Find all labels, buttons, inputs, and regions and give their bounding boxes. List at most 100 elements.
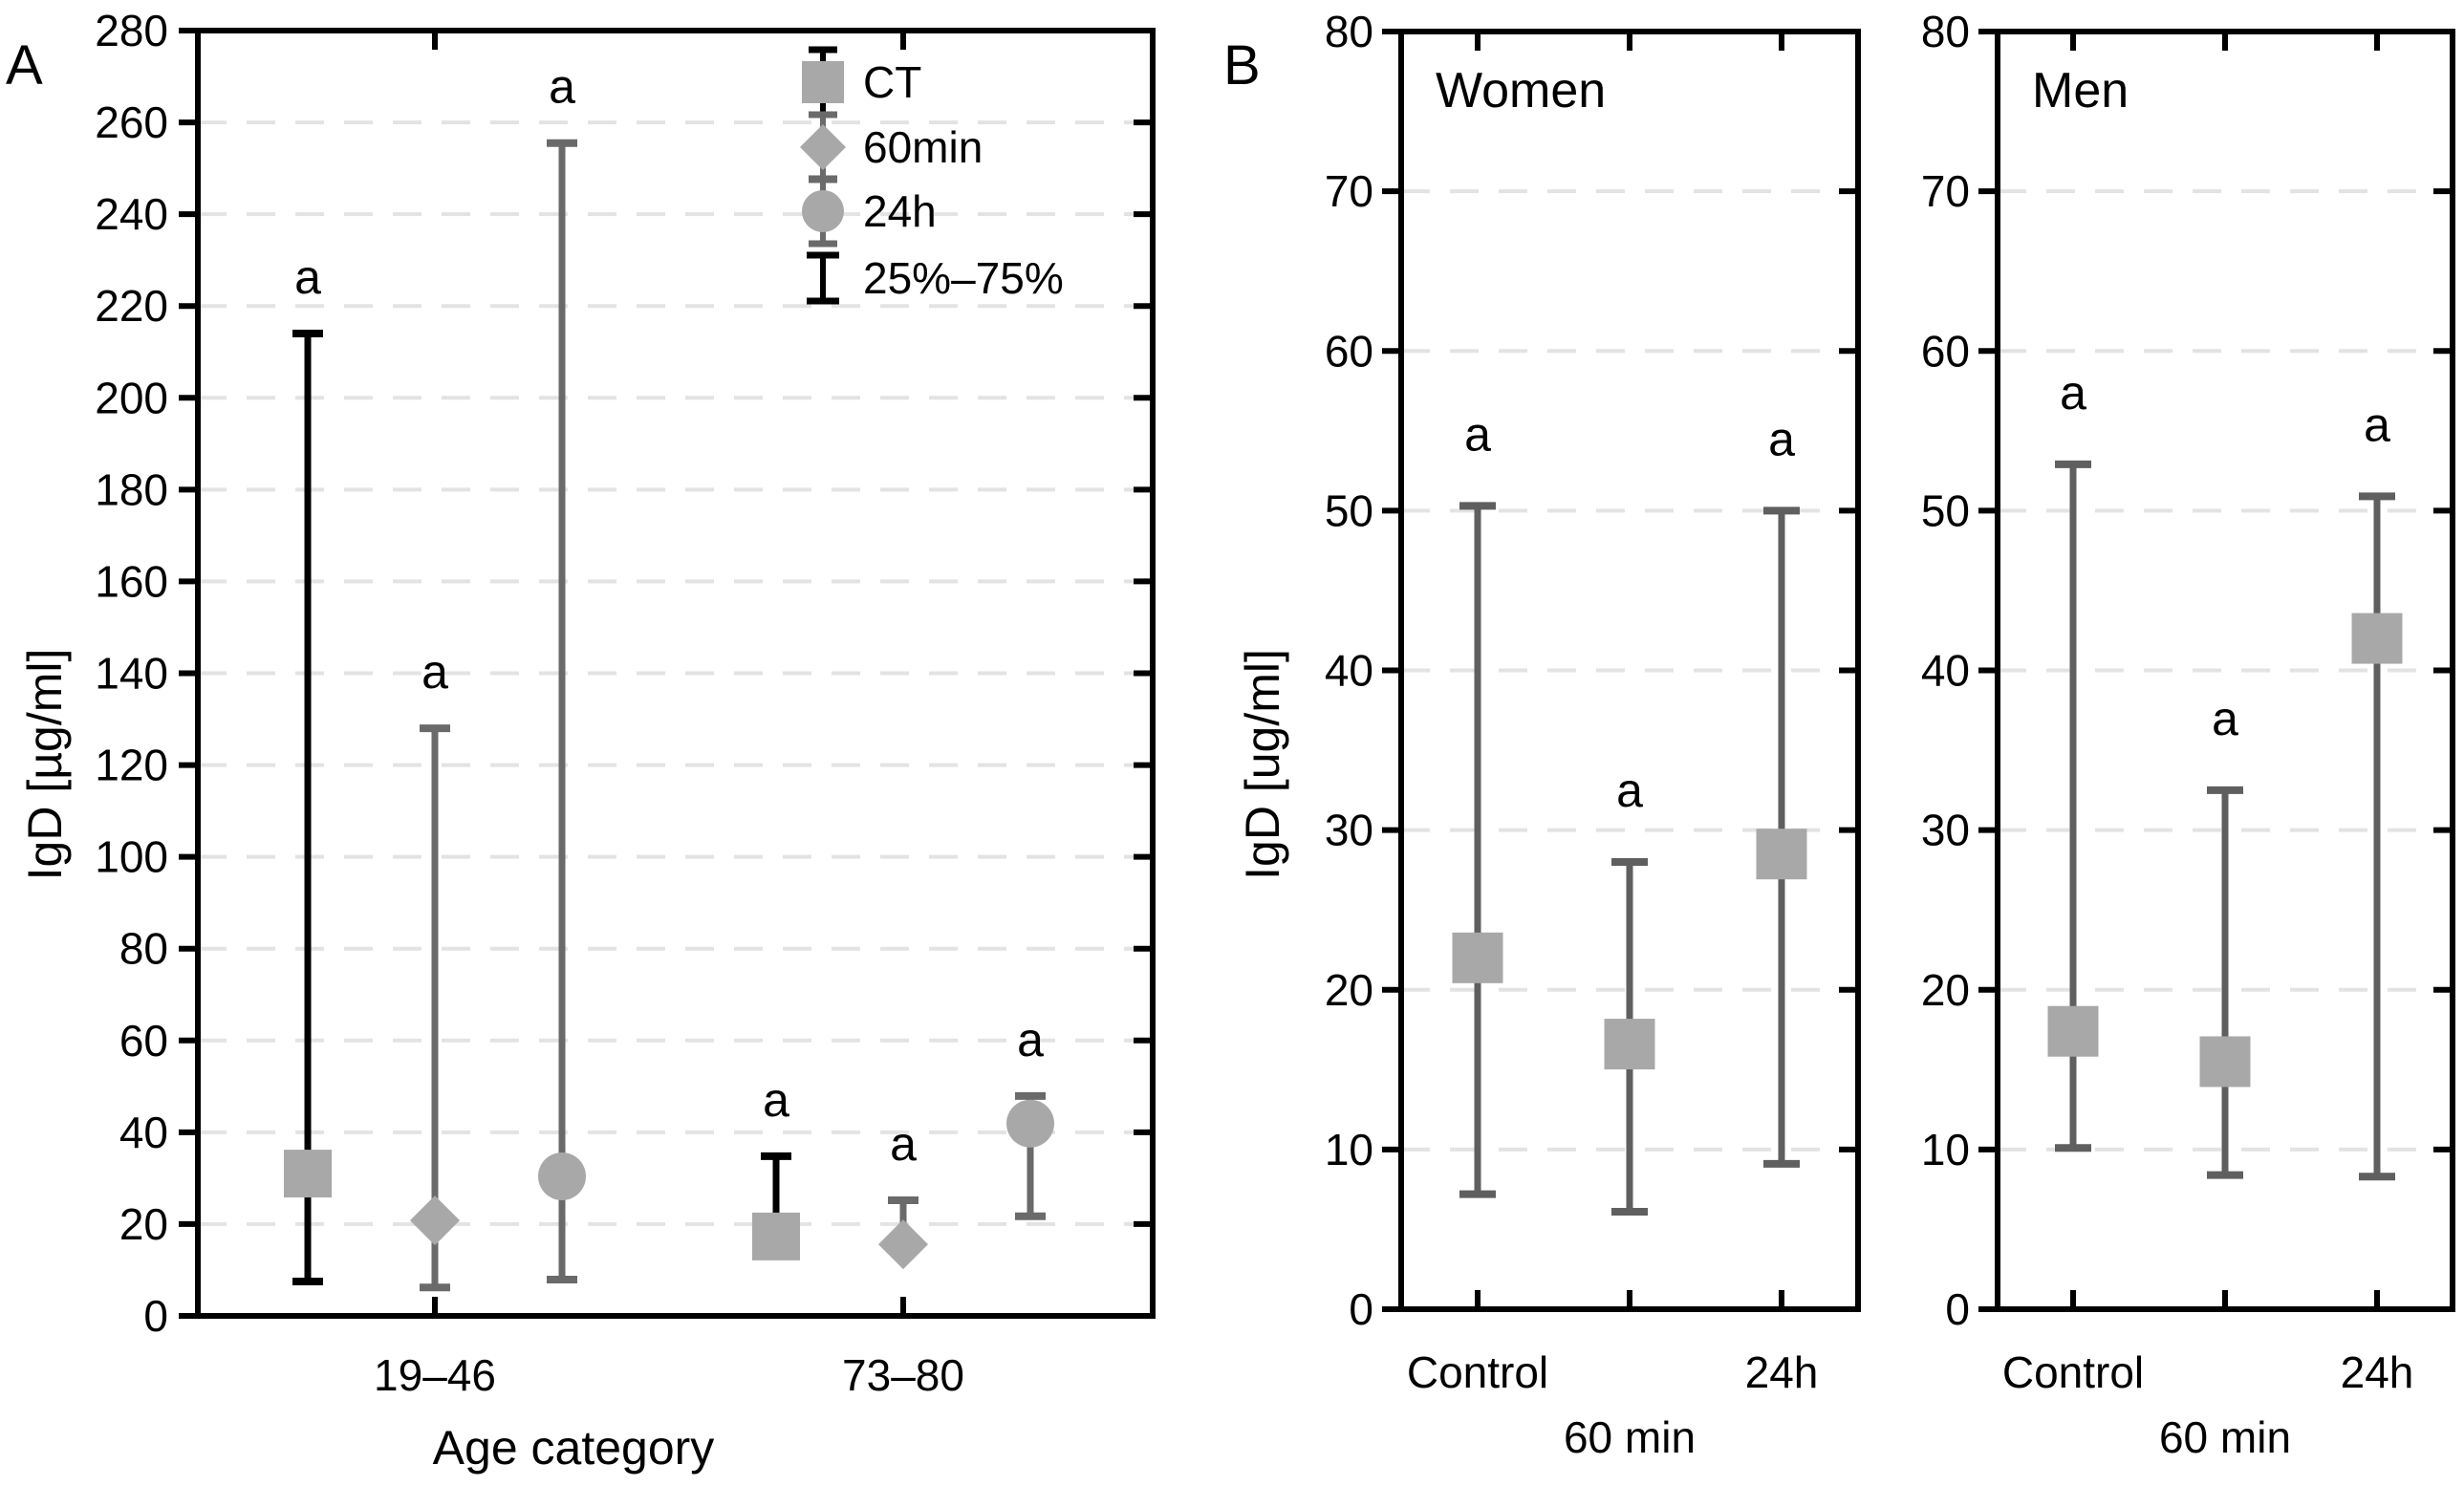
ytick-label: 180 (95, 464, 168, 514)
datapoint-CT-1: a (2199, 692, 2251, 1179)
median-marker-diamond (410, 1195, 460, 1246)
ytick-label: 20 (1921, 965, 1970, 1015)
significance-letter: a (2212, 692, 2238, 745)
ytick-label: 50 (1325, 485, 1373, 535)
legend-label: 25%–75% (863, 253, 1064, 303)
legend-marker-circle (802, 190, 844, 232)
legend-item-circle: 24h (802, 175, 937, 248)
ytick-label: 40 (1325, 646, 1373, 696)
ytick-label: 50 (1921, 485, 1970, 535)
ytick-label: 20 (119, 1199, 168, 1249)
significance-letter: a (890, 1117, 917, 1171)
xtick-label: 73–80 (842, 1350, 964, 1400)
significance-letter: a (549, 60, 575, 114)
xtick-label: 24h (2341, 1347, 2414, 1397)
significance-letter: a (2364, 398, 2390, 451)
legend-label: 60min (863, 122, 983, 172)
ytick-label: 60 (1921, 326, 1970, 376)
significance-letter: a (1464, 407, 1491, 461)
panel-men: a a a 0 10 20 30 40 50 60 70 80 Control 60 min 24h Men (1921, 7, 2455, 1462)
legend-item-whisker: 25%–75% (807, 251, 1064, 305)
median-marker-circle (1006, 1099, 1054, 1148)
ytick-label: 120 (95, 741, 168, 790)
significance-letter: a (1017, 1013, 1044, 1066)
legend-label: 24h (863, 186, 937, 236)
significance-letter: a (763, 1073, 789, 1127)
significance-letter: a (1616, 764, 1643, 817)
legend-label: CT (863, 57, 921, 107)
legend-marker-diamond (800, 124, 846, 170)
ytick-label: 60 (119, 1016, 168, 1066)
datapoint-60min-0: a (410, 645, 460, 1292)
xtick-label: 24h (1745, 1347, 1819, 1397)
datapoint-CT-2: a (2351, 398, 2403, 1181)
ytick-label: 80 (1921, 7, 1970, 56)
ytick-label: 40 (1921, 646, 1970, 696)
legend-item-square: CT (802, 46, 921, 118)
ytick-label: 280 (95, 6, 168, 55)
median-marker-square (2199, 1036, 2251, 1088)
xtick-label: 60 min (1564, 1412, 1696, 1462)
ytick-label: 100 (95, 832, 168, 882)
median-marker-square (1604, 1019, 1655, 1070)
median-marker-square (284, 1150, 332, 1198)
ytick-label: 200 (95, 373, 168, 422)
ytick-label: 60 (1325, 326, 1373, 376)
median-marker-circle (538, 1152, 586, 1200)
ytick-label: 70 (1325, 166, 1373, 216)
xtick-label: Control (2002, 1347, 2144, 1397)
ytick-label: 80 (119, 924, 168, 974)
y-axis-title: IgD [µg/ml] (18, 649, 72, 881)
datapoint-CT-0: a (2047, 366, 2099, 1152)
median-marker-square (2351, 613, 2403, 664)
median-marker-square (752, 1212, 800, 1260)
legend-marker-square (802, 61, 844, 103)
datapoint-CT-1: a (1604, 764, 1655, 1217)
median-marker-square (1756, 829, 1807, 880)
xtick-label: Control (1407, 1347, 1548, 1397)
ytick-label: 160 (95, 556, 168, 606)
ytick-label: 220 (95, 281, 168, 331)
xtick-label: 60 min (2159, 1412, 2291, 1462)
ytick-label: 260 (95, 97, 168, 147)
ytick-label: 80 (1325, 7, 1373, 56)
panel-letter-a: A (6, 34, 43, 97)
panel-women: a a a 0 10 20 30 40 50 60 70 80 Control 60 min 24h IgD … (1236, 7, 1861, 1462)
legend-item-diamond: 60min (800, 111, 983, 183)
datapoint-CT-0: a (284, 250, 332, 1285)
ytick-label: 20 (1325, 965, 1373, 1015)
median-marker-square (2047, 1005, 2099, 1057)
ytick-label: 0 (143, 1291, 168, 1341)
x-axis-title: Age category (433, 1421, 715, 1475)
ytick-label: 10 (1921, 1125, 1970, 1174)
legend: CT 60min 24h 25%–75% (800, 46, 1064, 305)
ytick-label: 70 (1921, 166, 1970, 216)
panel-letter-b: B (1223, 34, 1261, 97)
ytick-label: 240 (95, 189, 168, 239)
significance-letter: a (294, 250, 321, 304)
median-marker-square (1452, 932, 1503, 983)
panel-title: Men (2032, 63, 2129, 118)
significance-letter: a (1768, 412, 1795, 465)
datapoint-24h-1: a (1006, 1013, 1054, 1220)
ytick-label: 30 (1325, 806, 1373, 855)
panel-title: Women (1436, 63, 1606, 118)
datapoint-CT-2: a (1756, 412, 1807, 1168)
ytick-label: 140 (95, 649, 168, 699)
significance-letter: a (421, 645, 448, 699)
xtick-label: 19–46 (374, 1350, 496, 1400)
significance-letter: a (2060, 366, 2086, 420)
ytick-label: 10 (1325, 1125, 1373, 1174)
ytick-label: 40 (119, 1108, 168, 1157)
datapoint-CT-1: a (752, 1073, 800, 1260)
ytick-label: 30 (1921, 806, 1970, 855)
y-axis-title: IgD [ug/ml] (1236, 649, 1289, 880)
ytick-label: 0 (1945, 1284, 1970, 1334)
median-marker-diamond (878, 1219, 928, 1270)
datapoint-24h-0: a (538, 60, 586, 1284)
datapoint-CT-0: a (1452, 407, 1503, 1198)
panel-a: a a a a a a 0 20 40 60 80 100 120 140 160 180 200 220 240 2… (18, 6, 1156, 1475)
datapoint-60min-1: a (878, 1117, 928, 1270)
